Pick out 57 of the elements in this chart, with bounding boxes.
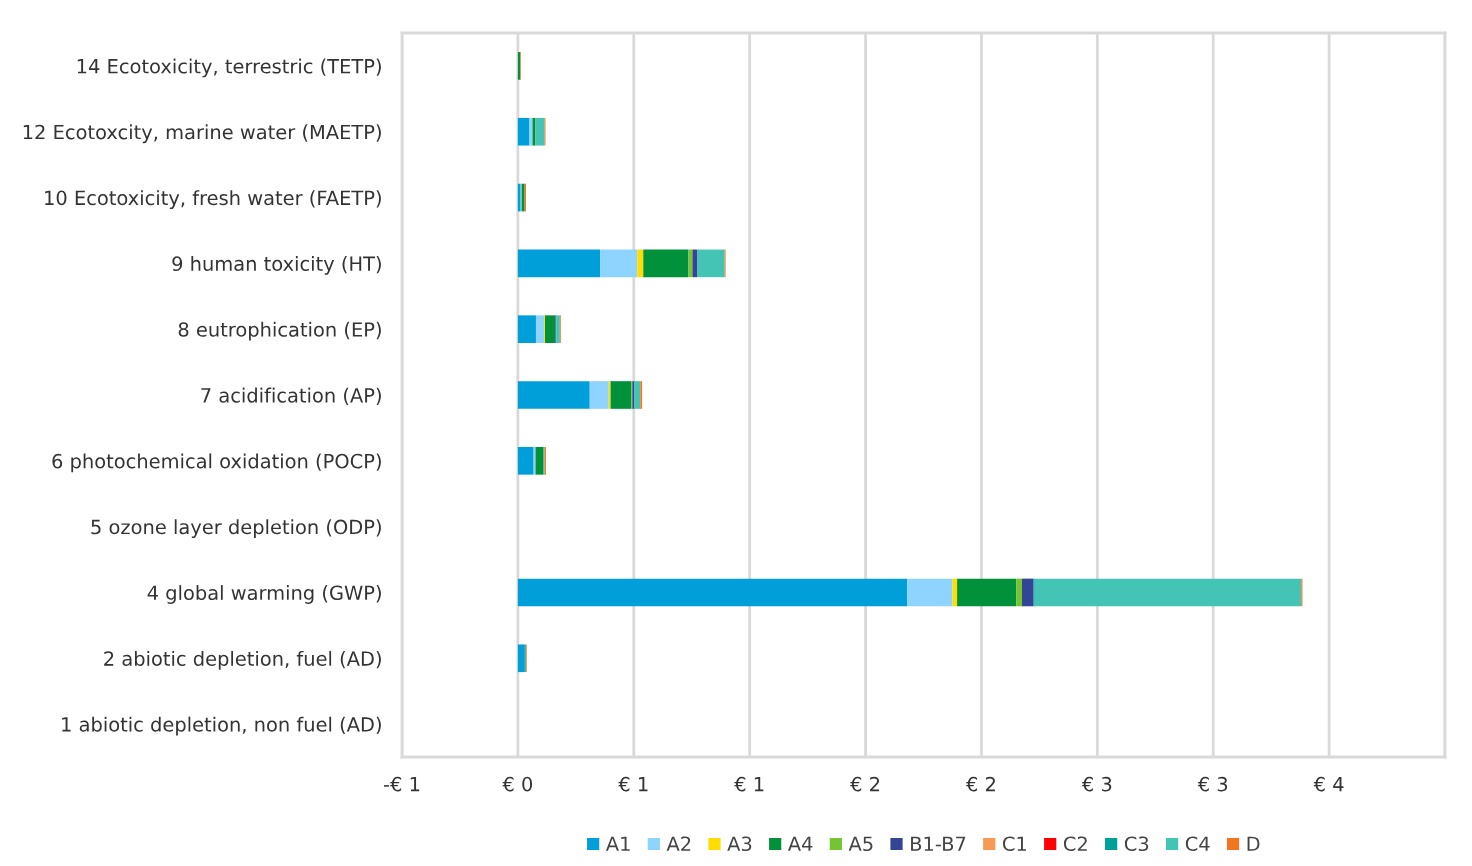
bar	[517, 381, 590, 409]
legend-label: C3	[1124, 836, 1149, 852]
bar	[589, 381, 609, 409]
bar	[545, 315, 556, 343]
x-tick-label: € 1	[734, 776, 764, 792]
legend-label: A3	[727, 836, 752, 852]
bar	[692, 249, 698, 278]
bar	[517, 249, 601, 278]
y-tick-label: 9 human toxicity (HT)	[172, 255, 381, 275]
bar	[1034, 578, 1302, 607]
bar	[535, 315, 545, 343]
y-tick-label: 2 abiotic depletion, fuel (AD)	[104, 650, 381, 670]
bar	[1022, 578, 1034, 607]
bar	[952, 578, 958, 607]
y-tick-label: 6 photochemical oxidation (POCP)	[52, 453, 381, 473]
legend-label: B1-B7	[911, 836, 966, 851]
x-tick-label: € 0	[502, 776, 533, 792]
bar	[600, 249, 638, 278]
y-tick-label: 4 global warming (GWP)	[147, 585, 381, 604]
y-tick-label: 12 Ecotoxcity, marine water (MAETP)	[23, 124, 381, 144]
x-tick-label: € 1	[618, 776, 648, 792]
legend-label: D	[1247, 836, 1260, 851]
bar	[517, 644, 525, 673]
x-tick-label: € 4	[1313, 776, 1344, 792]
bar	[634, 381, 641, 409]
bar	[610, 381, 632, 409]
bar	[688, 249, 693, 278]
legend-label: C2	[1063, 836, 1087, 852]
x-tick-label: € 2	[965, 776, 995, 792]
bar	[517, 315, 536, 343]
legend-label: A1	[605, 836, 630, 851]
y-tick-label: 7 acidification (AP)	[201, 387, 381, 405]
bar	[535, 447, 544, 475]
bar	[907, 578, 953, 607]
bar	[535, 117, 545, 146]
y-tick-label: 1 abiotic depletion, non fuel (AD)	[62, 716, 381, 736]
bar	[697, 249, 725, 278]
y-tick-label: 8 eutrophication (EP)	[178, 321, 381, 341]
y-tick-label: 5 ozone layer depletion (ODP)	[91, 519, 381, 539]
y-tick-label: 14 Ecotoxicity, terrestric (TETP)	[77, 58, 381, 78]
bar	[1016, 578, 1023, 607]
bar	[957, 578, 1017, 607]
legend-label: C4	[1185, 836, 1210, 852]
legend-label: A2	[666, 836, 691, 851]
bar	[643, 249, 689, 278]
legend-label: A4	[787, 836, 813, 851]
bar	[517, 117, 530, 146]
bar	[637, 249, 644, 278]
x-tick-label: -€ 1	[383, 776, 420, 792]
x-tick-label: € 2	[850, 776, 880, 792]
x-tick-label: € 3	[1081, 776, 1112, 792]
bar	[517, 578, 908, 607]
bar	[517, 447, 534, 475]
y-tick-label: 10 Ecotoxicity, fresh water (FAETP)	[45, 190, 381, 209]
legend-label: A5	[848, 836, 873, 852]
x-tick-label: € 3	[1197, 776, 1228, 792]
legend-label: C1	[1002, 836, 1027, 852]
